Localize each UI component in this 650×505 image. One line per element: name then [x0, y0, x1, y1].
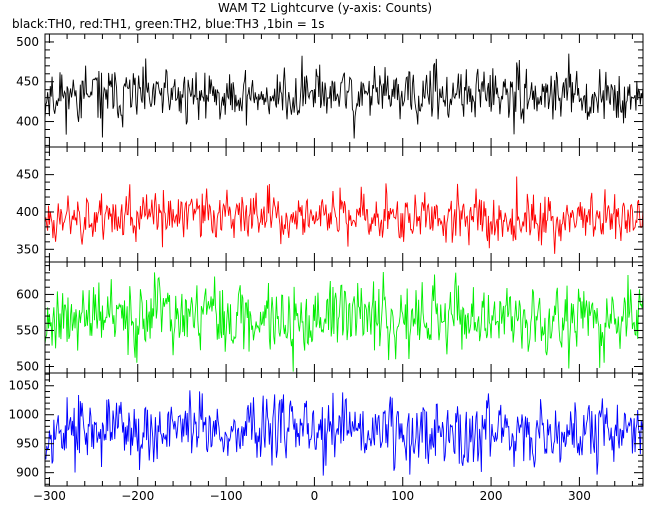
x-tick-label: −300: [33, 489, 66, 503]
x-tick-label: −200: [121, 489, 154, 503]
y-tick-label: 900: [16, 466, 39, 480]
series-line-th2: [45, 272, 643, 372]
chart-title: WAM T2 Lightcurve (y-axis: Counts): [217, 1, 433, 15]
x-tick-label: 300: [568, 489, 591, 503]
y-tick-label: 550: [16, 323, 39, 337]
y-tick-label: 500: [16, 35, 39, 49]
y-tick-label: 1000: [8, 408, 39, 422]
x-tick-label: −100: [210, 489, 243, 503]
x-tick-label: 0: [311, 489, 319, 503]
panel-frame-1: [44, 33, 644, 148]
chart-legend-text: black:TH0, red:TH1, green:TH2, blue:TH3 …: [12, 17, 325, 31]
y-tick-label: 450: [16, 75, 39, 89]
y-tick-label: 1050: [8, 379, 39, 393]
x-tick-label: 100: [391, 489, 414, 503]
series-line-th0: [45, 53, 643, 139]
series-line-th1: [45, 176, 643, 254]
panel-frame-4: [44, 372, 644, 487]
y-tick-label: 600: [16, 287, 39, 301]
x-tick-label: 200: [480, 489, 503, 503]
y-tick-label: 400: [16, 115, 39, 129]
y-tick-label: 350: [16, 242, 39, 256]
y-tick-label: 500: [16, 360, 39, 374]
y-tick-label: 450: [16, 168, 39, 182]
y-tick-label: 950: [16, 437, 39, 451]
series-line-th3: [45, 390, 643, 476]
y-tick-label: 400: [16, 205, 39, 219]
